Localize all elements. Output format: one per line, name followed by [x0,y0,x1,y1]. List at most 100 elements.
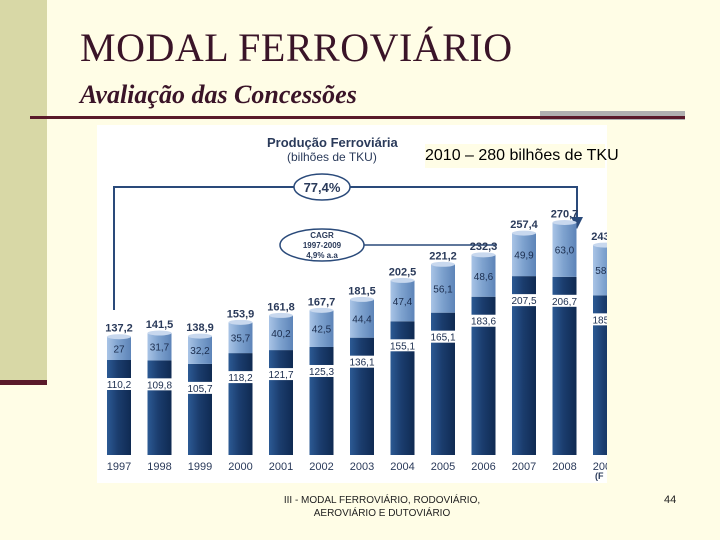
lower-label-2009: 185,2 [592,315,607,326]
bar-cap-2006 [471,252,496,258]
lower-label-bg-2006 [469,314,498,327]
year-label-2008: 2008 [552,461,576,473]
title-rule [30,116,685,119]
bar-upper-2002 [309,310,334,347]
year-label-1998: 1998 [147,461,171,473]
year-label-2000: 2000 [228,461,252,473]
bar-cap-2004 [390,277,415,283]
left-decorative-band [0,0,47,383]
upper-label-2003: 44,4 [352,315,372,326]
upper-label-2008: 63,0 [555,246,575,257]
total-label-1999: 138,9 [186,322,214,334]
total-label-2000: 153,9 [227,308,255,320]
upper-label-2004: 47,4 [393,297,413,308]
footer-text: III - MODAL FERROVIÁRIO, RODOVIÁRIO, AER… [282,494,482,520]
total-label-2001: 161,8 [267,301,295,313]
chart-title: Produção Ferroviária [267,135,399,150]
total-label-2005: 221,2 [429,250,457,262]
total-label-2007: 257,4 [510,219,538,231]
bar-upper-1998 [147,333,172,361]
lower-label-bg-1998 [145,378,174,391]
slide-title: MODAL FERROVIÁRIO [80,25,513,70]
lower-label-1999: 105,7 [187,384,212,395]
cagr-label-2: 1997-2009 [303,241,342,250]
upper-label-2006: 48,6 [474,272,494,283]
total-label-2002: 167,7 [308,296,336,308]
lower-label-bg-2002 [307,364,336,377]
bar-cap-2001 [269,312,293,318]
total-label-2004: 202,5 [389,266,417,278]
lower-label-2002: 125,3 [309,367,334,378]
bar-cap-2007 [512,230,536,236]
lower-label-2003: 136,1 [349,358,374,369]
lower-label-bg-2008 [550,294,579,307]
lower-label-bg-2003 [348,355,376,368]
page-number: 44 [664,494,677,506]
bar-upper-2007 [512,233,536,277]
chart-panel: Produção Ferroviária (bilhões de TKU) 77… [97,125,620,483]
cagr-label-1: CAGR [310,231,334,240]
bar-upper-2008 [552,222,577,277]
upper-label-1999: 32,2 [190,346,210,357]
bar-lower-2003 [350,337,374,455]
bar-cap-1999 [188,333,212,339]
growth-ellipse [293,173,351,201]
cagr-label-3: 4,9% a.a [306,251,338,260]
bar-cap-2000 [228,319,253,325]
growth-arrowhead [571,217,583,229]
lower-label-bg-2000 [226,371,255,384]
lower-label-2008: 206,7 [552,297,577,308]
bar-upper-2005 [431,264,455,313]
bar-upper-2001 [269,315,293,351]
lower-label-bg-2004 [388,339,417,352]
year-label-1997: 1997 [107,461,131,473]
source-fragment: (F [595,471,604,481]
upper-label-1998: 31,7 [150,343,170,354]
total-label-2003: 181,5 [348,285,376,297]
bar-lower-2001 [269,350,293,455]
lower-label-bg-2005 [429,330,457,343]
chart-subtitle: (bilhões de TKU) [287,150,377,164]
lower-label-2007: 207,5 [511,296,536,307]
upper-label-2000: 35,7 [231,334,251,345]
footer-line-1: III - MODAL FERROVIÁRIO, RODOVIÁRIO, [283,495,481,506]
upper-label-2009: 58,3 [595,266,607,277]
lower-label-bg-2007 [510,294,538,307]
bar-cap-2002 [309,307,334,313]
total-label-2008: 270,7 [551,209,579,221]
upper-label-1997: 27 [113,344,125,355]
bar-upper-2003 [350,299,374,338]
bar-cap-1997 [107,334,131,340]
upper-label-2002: 42,5 [312,325,332,336]
total-label-1997: 137,2 [105,323,133,335]
bar-upper-2006 [471,254,496,297]
total-label-2009: 243,4 [591,231,607,243]
lower-label-bg-1999 [186,381,214,394]
bars-group: 137,2 27 110,2 1997 141,5 31,7 109,8 1998 138,9 3… [105,209,620,473]
cagr-ellipse [279,228,365,262]
lower-label-bg-1997 [105,378,133,390]
bar-cap-1998 [147,330,172,336]
bar-lower-1999 [188,363,212,455]
bar-lower-2002 [309,346,334,455]
lower-label-1998: 109,8 [147,380,172,391]
footer-line-2: AEROVIÁRIO E DUTOVIÁRIO [313,508,451,519]
title-rule-accent [540,111,685,120]
bar-upper-1999 [188,336,212,364]
bar-upper-1997 [107,336,131,360]
lower-label-2005: 165,1 [430,333,455,344]
lower-label-2004: 155,1 [390,341,415,352]
year-label-2002: 2002 [309,461,333,473]
bar-upper-2004 [390,280,415,322]
bar-cap-2005 [431,261,455,267]
year-label-2007: 2007 [512,461,536,473]
lower-label-2006: 183,6 [471,317,496,328]
bar-lower-2000 [228,353,253,455]
lower-label-2000: 118,2 [228,373,253,384]
lower-label-2001: 121,7 [268,370,293,381]
lower-label-1997: 110,2 [107,380,132,391]
year-label-2004: 2004 [390,461,414,473]
bar-lower-1997 [107,360,131,455]
year-label-2006: 2006 [471,461,495,473]
upper-label-2007: 49,9 [514,251,534,262]
